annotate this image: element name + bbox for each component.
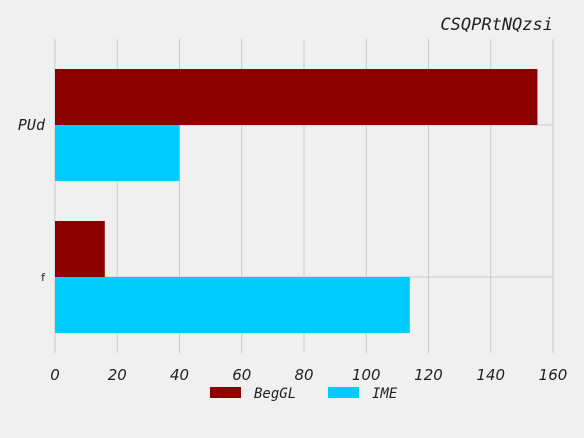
x-tick-label: 140	[476, 366, 505, 384]
legend: BegGL IME	[210, 386, 398, 402]
bar-BegGL-f	[55, 221, 105, 277]
legend-label-BegGL: BegGL	[254, 386, 296, 402]
bars	[55, 69, 538, 333]
x-tick-labels: 0 20 40 60 80 100 120 140 160	[50, 366, 567, 384]
y-tick-label: PUd	[18, 116, 46, 134]
chart-title: CSQPRtNQzsi	[440, 15, 553, 35]
legend-swatch-IME	[328, 387, 359, 398]
y-tick-labels: PUd f	[18, 116, 46, 284]
bar-IME-f	[55, 277, 410, 333]
bar-BegGL-PUd	[55, 69, 538, 125]
x-tick-label: 80	[294, 366, 313, 384]
x-tick-label: 40	[170, 366, 189, 384]
x-tick-label: 20	[108, 366, 127, 384]
x-tick-label: 100	[352, 366, 381, 384]
bar-IME-PUd	[55, 125, 180, 181]
x-tick-label: 60	[232, 366, 251, 384]
x-tick-label: 160	[539, 366, 568, 384]
y-tick-label: f	[41, 271, 46, 284]
x-tick-label: 120	[414, 366, 443, 384]
legend-swatch-BegGL	[210, 387, 241, 398]
legend-label-IME: IME	[372, 386, 398, 402]
x-tick-label: 0	[50, 366, 60, 384]
